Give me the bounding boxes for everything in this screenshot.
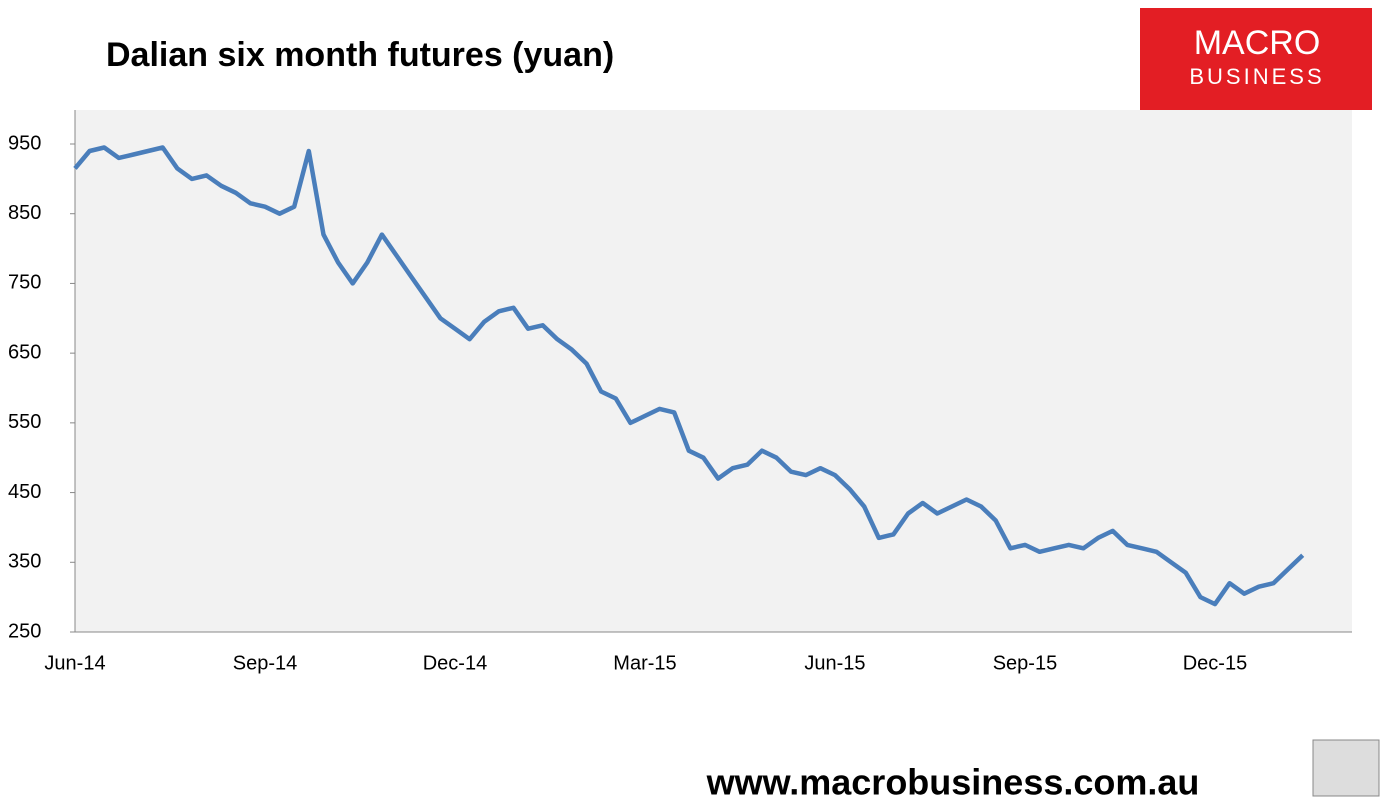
- chart-title: Dalian six month futures (yuan): [106, 36, 614, 74]
- logo-icon: [1312, 739, 1380, 797]
- x-tick-label: Sep-15: [993, 652, 1058, 674]
- y-tick-label: 850: [8, 202, 41, 224]
- plot-area: [75, 110, 1352, 632]
- x-tick-label: Dec-15: [1183, 652, 1247, 674]
- data-line: [73, 145, 1305, 607]
- logo-box: [1140, 8, 1372, 110]
- footer-url: www.macrobusiness.com.au: [706, 762, 1200, 798]
- x-tick-label: Jun-15: [804, 652, 865, 674]
- y-tick-label: 450: [8, 481, 41, 503]
- y-tick-label: 950: [8, 132, 41, 154]
- x-tick-label: Dec-14: [423, 652, 487, 674]
- logo-text: BUSINESS: [1189, 64, 1324, 89]
- x-tick-label: Jun-14: [44, 652, 105, 674]
- logo-text: MACRO: [1194, 24, 1321, 62]
- y-tick-label: 250: [8, 620, 41, 642]
- x-tick-label: Sep-14: [233, 652, 298, 674]
- x-tick-label: Mar-15: [613, 652, 676, 674]
- y-tick-label: 550: [8, 411, 41, 433]
- y-tick-label: 750: [8, 272, 41, 294]
- y-tick-label: 650: [8, 341, 41, 363]
- y-tick-label: 350: [8, 551, 41, 573]
